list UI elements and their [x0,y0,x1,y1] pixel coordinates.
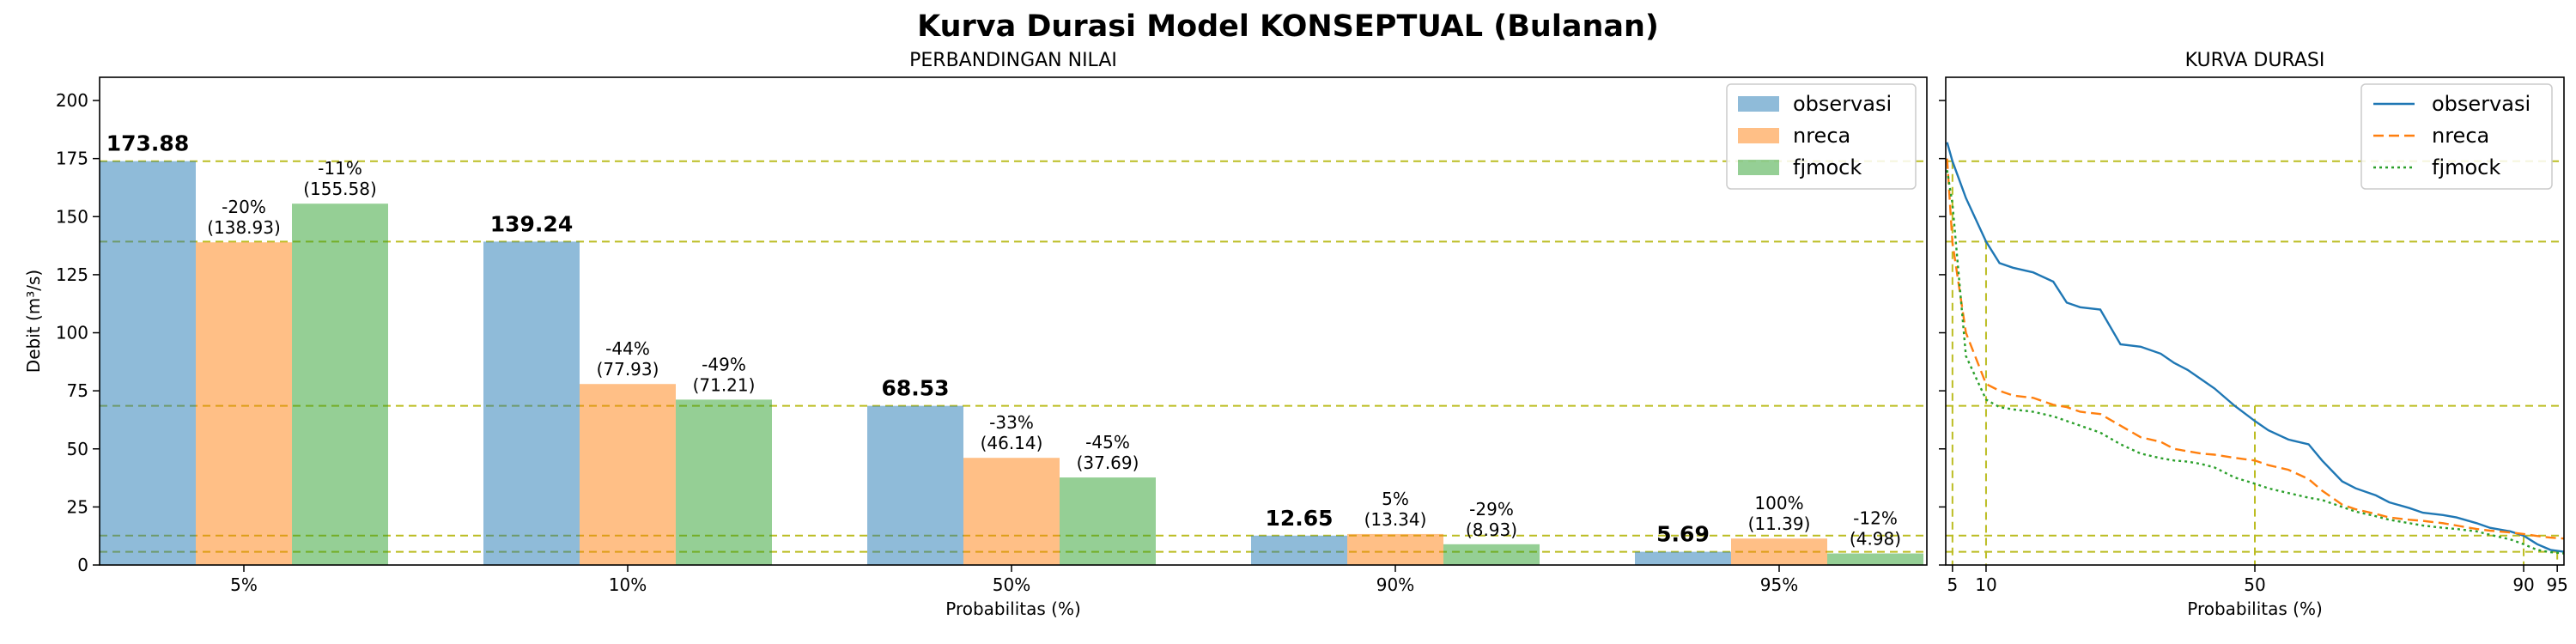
observasi-value-label: 173.88 [106,131,189,156]
comparison-panel: PERBANDINGAN NILAI 173.88 -20%(138.93) -11… [23,50,1928,619]
nreca-value-label: (77.93) [597,359,659,380]
left-legend: observasi nreca fjmock [1726,83,1917,190]
legend-label-observasi: observasi [1793,92,1892,116]
left-guide-lines [100,160,1927,553]
bar-fjmock [292,204,388,565]
left-bars [100,161,1923,566]
left-x-axis-label: Probabilitas (%) [945,598,1081,619]
legend-swatch-nreca [1738,128,1779,143]
nreca-value-label: (13.34) [1364,509,1427,530]
legend-swatch-observasi [1738,96,1779,112]
legend-label-fjmock: fjmock [2432,155,2500,179]
left-y-axis-label: Debit (m³/s) [23,270,44,373]
nreca-value-label: (11.39) [1748,513,1811,534]
y-tick-label: 75 [67,380,88,401]
fjmock-change-label: -12% [1853,508,1898,529]
bar-fjmock [1060,477,1156,565]
right-series-lines [1946,142,2565,555]
bar-observasi [1635,551,1731,565]
right-axes: 5 10 50 90 95 [1939,100,2568,595]
bar-nreca [196,242,292,565]
x-tick-label: 50 [2244,574,2265,595]
nreca-value-label: (138.93) [207,217,281,238]
y-tick-label: 25 [67,496,88,517]
right-panel-title: KURVA DURASI [2185,50,2325,71]
x-tick-label: 95% [1760,574,1798,595]
bar-observasi [1251,535,1347,565]
y-tick-label: 125 [56,264,88,285]
x-tick-label: 90 [2512,574,2534,595]
nreca-change-label: -33% [989,412,1034,433]
nreca-change-label: 100% [1754,493,1803,513]
legend-label-observasi: observasi [2432,92,2530,116]
fjmock-value-label: (155.58) [303,179,377,199]
nreca-change-label: 5% [1382,489,1409,509]
line-nreca [1946,158,2565,540]
legend-swatch-fjmock [1738,160,1779,175]
bar-nreca [1731,538,1827,565]
y-tick-label: 200 [56,90,88,111]
bar-nreca [1347,533,1443,565]
bar-observasi [483,241,580,565]
fjmock-value-label: (71.21) [693,374,756,395]
bar-nreca [580,384,676,565]
left-plot-frame [99,76,1928,566]
nreca-change-label: -20% [222,197,266,217]
left-axes: 0 25 50 75 100 125 150 175 200 5% 10% 50% 90% 95% [56,90,1798,595]
observasi-value-label: 68.53 [881,376,949,401]
bar-fjmock [1443,544,1540,565]
observasi-value-label: 12.65 [1265,506,1333,531]
right-x-axis-label: Probabilitas (%) [2187,598,2323,619]
bar-fjmock [1827,553,1923,565]
y-tick-label: 0 [77,555,88,575]
fjmock-value-label: (4.98) [1850,529,1901,550]
observasi-value-label: 5.69 [1656,522,1710,547]
y-tick-label: 50 [67,439,88,459]
legend-box [2360,83,2553,190]
left-bar-labels: 173.88 -20%(138.93) -11%(155.58) 139.24 -44%… [106,131,1901,550]
x-tick-label: 10% [609,574,647,595]
legend-label-fjmock: fjmock [1793,155,1862,179]
nreca-value-label: (46.14) [981,433,1043,453]
line-fjmock [1946,170,2565,555]
fjmock-value-label: (37.69) [1077,453,1139,473]
duration-curve-panel: KURVA DURASI 5 10 50 90 95 Probabilitas (%) … [1939,50,2568,619]
right-legend: observasi nreca fjmock [2360,83,2553,190]
line-observasi [1946,142,2565,553]
x-tick-label: 10 [1975,574,1996,595]
observasi-value-label: 139.24 [490,211,573,236]
x-tick-label: 50% [993,574,1030,595]
fjmock-change-label: -29% [1469,499,1514,519]
bar-nreca [963,458,1060,565]
bar-observasi [867,405,963,565]
y-tick-label: 175 [56,149,88,169]
left-panel-title: PERBANDINGAN NILAI [909,50,1117,71]
nreca-change-label: -44% [605,338,650,359]
legend-label-nreca: nreca [1793,124,1850,148]
bar-fjmock [676,399,772,565]
figure-title: Kurva Durasi Model KONSEPTUAL (Bulanan) [917,9,1659,44]
x-tick-label: 90% [1376,574,1414,595]
right-guide-lines [1946,160,2564,565]
fjmock-change-label: -49% [702,354,746,374]
x-tick-label: 5 [1947,574,1958,595]
x-tick-label: 5% [230,574,258,595]
x-tick-label: 95 [2546,574,2567,595]
legend-label-nreca: nreca [2432,124,2489,148]
fjmock-change-label: -45% [1085,432,1130,453]
fjmock-change-label: -11% [318,158,362,179]
y-tick-label: 150 [56,206,88,227]
y-tick-label: 100 [56,323,88,343]
fjmock-value-label: (8.93) [1466,519,1517,540]
bar-observasi [100,161,196,566]
